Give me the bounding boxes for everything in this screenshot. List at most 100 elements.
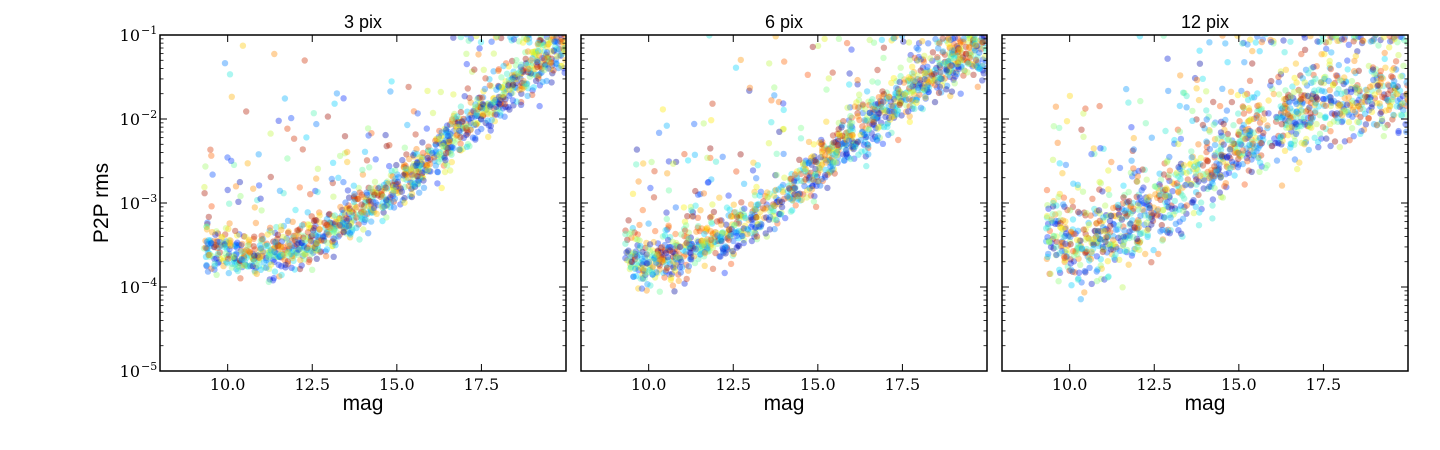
scatter-point [204, 268, 212, 275]
scatter-point [1330, 97, 1338, 105]
scatter-point [1146, 202, 1153, 209]
scatter-point [495, 100, 503, 107]
scatter-point [284, 241, 292, 248]
scatter-point [1063, 118, 1071, 125]
scatter-point [436, 135, 443, 143]
scatter-point [444, 162, 451, 169]
scatter-point [834, 130, 841, 138]
scatter-point [301, 57, 308, 64]
scatter-point [965, 50, 972, 58]
scatter-point [258, 236, 266, 243]
scatter-point [957, 39, 964, 46]
scatter-point [277, 243, 284, 250]
scatter-point [1235, 161, 1243, 168]
scatter-point [906, 118, 913, 126]
scatter-point [645, 220, 652, 227]
scatter-point [389, 182, 396, 189]
scatter-point [850, 145, 857, 153]
scatter-point [1129, 217, 1136, 224]
scatter-point [419, 154, 426, 161]
scatter-point [1254, 137, 1262, 144]
scatter-point [664, 170, 671, 177]
scatter-point [1388, 98, 1395, 106]
scatter-point [388, 78, 395, 85]
scatter-point [906, 56, 913, 63]
scatter-point [673, 253, 680, 261]
scatter-point [1188, 154, 1195, 161]
scatter-point [499, 83, 506, 91]
scatter-point [763, 233, 770, 240]
scatter-point [1239, 40, 1246, 47]
scatter-point [1121, 207, 1128, 215]
scatter-point [537, 35, 545, 41]
scatter-point [419, 173, 426, 181]
scatter-point [704, 224, 711, 231]
scatter-point [274, 241, 282, 249]
scatter-point [812, 158, 820, 165]
scatter-point [509, 74, 516, 82]
scatter-point [841, 140, 849, 148]
y-axis-label: P2P rms [90, 163, 113, 243]
scatter-point [902, 89, 910, 97]
scatter-point [633, 146, 641, 153]
scatter-point [1243, 135, 1250, 142]
scatter-point [848, 114, 855, 121]
scatter-point [1193, 181, 1200, 188]
scatter-point [1235, 149, 1243, 157]
scatter-point [1078, 279, 1085, 286]
scatter-point [509, 89, 516, 97]
scatter-point [826, 157, 834, 164]
scatter-point [296, 265, 304, 273]
scatter-point [464, 128, 472, 135]
scatter-point [555, 64, 562, 72]
scatter-point [896, 87, 903, 95]
scatter-point [1397, 73, 1404, 80]
scatter-point [707, 235, 715, 242]
scatter-point [895, 90, 902, 97]
scatter-point [886, 108, 893, 115]
scatter-point [787, 208, 795, 215]
scatter-point [311, 244, 319, 252]
scatter-point [947, 36, 954, 43]
scatter-point [1345, 118, 1353, 126]
scatter-point [1217, 156, 1224, 164]
scatter-point [789, 207, 796, 214]
scatter-point [737, 56, 744, 64]
scatter-point [835, 146, 842, 154]
scatter-point [1065, 233, 1072, 240]
scatter-point [1291, 74, 1298, 82]
scatter-point [544, 56, 552, 63]
scatter-point [1330, 35, 1337, 39]
scatter-point [418, 161, 425, 168]
scatter-point [624, 236, 631, 243]
scatter-point [839, 140, 846, 147]
scatter-point [496, 103, 503, 110]
scatter-point [295, 240, 302, 247]
scatter-point [1157, 176, 1165, 183]
scatter-point [408, 168, 415, 175]
scatter-point [1111, 254, 1118, 261]
scatter-point [238, 248, 245, 255]
scatter-point [523, 62, 531, 69]
scatter-point [350, 215, 357, 222]
scatter-point [632, 248, 640, 255]
scatter-point [1322, 102, 1330, 109]
scatter-point [1082, 212, 1089, 219]
scatter-point [772, 35, 779, 40]
scatter-point [974, 63, 982, 70]
scatter-point [868, 110, 876, 117]
scatter-point [871, 133, 879, 141]
scatter-point [210, 238, 217, 245]
scatter-point [322, 248, 329, 255]
scatter-point [1287, 105, 1294, 112]
scatter-point [476, 103, 483, 111]
scatter-point [1210, 175, 1217, 182]
scatter-point [875, 124, 882, 131]
scatter-point [1234, 140, 1242, 147]
scatter-point [1285, 91, 1292, 99]
scatter-point [332, 242, 339, 249]
scatter-point [1314, 96, 1321, 103]
scatter-point [1146, 205, 1154, 212]
scatter-point [1344, 107, 1352, 114]
scatter-point [741, 212, 748, 220]
